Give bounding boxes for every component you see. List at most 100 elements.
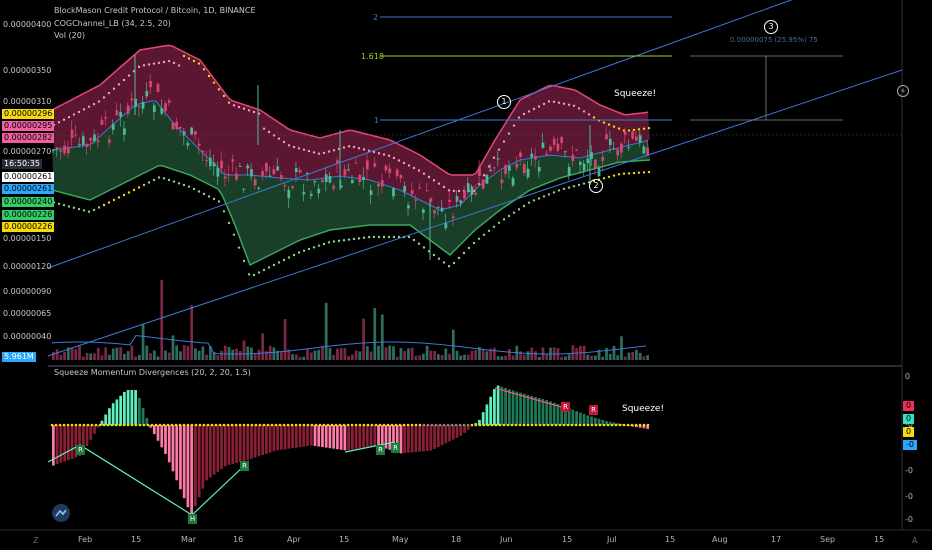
squeeze-dot: [454, 423, 458, 427]
upper-dot: [422, 172, 426, 175]
upper-dot: [447, 189, 451, 192]
volume-bar: [149, 353, 152, 360]
squeeze-dot: [114, 423, 118, 427]
lower-dot: [482, 233, 486, 236]
oscillator-legend[interactable]: Squeeze Momentum Divergences (20, 2, 20,…: [54, 368, 251, 377]
volume-bar: [190, 305, 194, 360]
upper-dot: [377, 152, 381, 155]
volume-bar: [436, 354, 440, 360]
candle-body: [227, 174, 231, 176]
momentum-bar: [212, 425, 216, 475]
candle-body: [478, 167, 481, 176]
momentum-bar: [620, 424, 623, 426]
momentum-bar: [392, 425, 395, 451]
time-tick: Jul: [607, 535, 617, 544]
momentum-bar: [414, 425, 418, 453]
momentum-bar: [455, 425, 459, 438]
upper-dot: [277, 137, 281, 140]
volume-bar: [238, 351, 242, 360]
lower-dot: [382, 235, 386, 239]
upper-dot: [517, 116, 521, 119]
candle-body: [253, 179, 257, 186]
channel-lower-line: [47, 69, 903, 357]
channel-upper-line: [47, 0, 793, 269]
volume-bar: [78, 345, 81, 360]
momentum-bar: [126, 390, 130, 426]
lower-dot: [337, 239, 341, 243]
volume-bar: [620, 336, 623, 360]
lower-dot: [647, 170, 651, 174]
squeeze-dot: [306, 423, 310, 427]
squeeze-dot: [274, 423, 278, 427]
lower-dot: [307, 247, 311, 251]
lower-dot: [167, 178, 171, 182]
volume-legend[interactable]: Vol (20): [54, 31, 85, 40]
upper-dot: [532, 107, 536, 111]
squeeze-dot: [198, 423, 202, 427]
volume-bar: [448, 353, 451, 360]
momentum-bar: [511, 390, 515, 426]
upper-dot: [72, 113, 76, 116]
upper-dot: [617, 127, 621, 130]
upper-dot: [642, 127, 646, 130]
squeeze-dot: [278, 423, 282, 427]
right-edge-circle-icon[interactable]: +: [897, 85, 909, 97]
volume-bar: [560, 356, 564, 360]
lower-dot: [182, 183, 186, 187]
symbol-legend[interactable]: BlockMason Credit Protocol / Bitcoin, 1D…: [54, 6, 256, 15]
volume-bar: [336, 348, 339, 360]
indicator-legend[interactable]: COGChannel_LB (34, 2.5, 20): [54, 19, 171, 28]
momentum-bar: [399, 425, 403, 454]
momentum-bar: [137, 397, 141, 426]
fib-level-2: 2: [373, 13, 379, 22]
candle-body: [287, 190, 291, 199]
momentum-bar: [167, 425, 171, 463]
candle-body: [612, 148, 616, 150]
upper-dot: [97, 100, 101, 103]
volume-bar: [115, 347, 119, 360]
upper-dot: [407, 164, 411, 167]
time-tick: May: [392, 535, 409, 544]
tradingview-logo-icon[interactable]: [52, 504, 70, 522]
zoom-icon[interactable]: Z: [33, 536, 39, 545]
auto-scale-icon[interactable]: A: [912, 536, 918, 545]
candle-body: [481, 179, 485, 189]
squeeze-dot: [610, 423, 614, 427]
candle-body: [291, 186, 294, 188]
price-axis[interactable]: 0.00000400 0.00000350 0.00000310 0.00000…: [0, 0, 55, 530]
candle-body: [605, 134, 608, 140]
lower-dot: [192, 187, 196, 191]
momentum-bar: [582, 414, 586, 426]
lower-dot: [137, 186, 141, 189]
squeeze-dot: [366, 423, 370, 427]
candle-body: [642, 146, 646, 154]
lower-dot: [262, 268, 266, 272]
upper-dot: [147, 63, 151, 66]
momentum-bar: [216, 425, 220, 472]
volume-bar: [466, 354, 470, 360]
upper-dot: [122, 78, 126, 82]
upper-dot: [197, 62, 201, 65]
lower-dot: [542, 195, 546, 198]
squeeze-dot: [214, 423, 218, 427]
squeeze-dot: [522, 423, 526, 427]
momentum-bar: [194, 425, 197, 507]
momentum-bar: [646, 425, 649, 429]
lower-dot: [177, 182, 181, 185]
momentum-bar: [149, 425, 152, 428]
lower-dot: [252, 273, 256, 277]
squeeze-dot: [102, 423, 106, 427]
lower-dot: [197, 190, 201, 193]
candle-body: [283, 185, 287, 187]
volume-ma-line: [51, 335, 647, 355]
upper-dot: [557, 101, 561, 105]
momentum-bar: [141, 408, 145, 426]
volume-bar: [291, 354, 294, 360]
price-tick: 0.00000120: [3, 262, 52, 271]
momentum-bar: [347, 425, 350, 451]
volume-bar: [526, 351, 530, 360]
momentum-bar: [261, 425, 265, 456]
volume-bar: [171, 335, 175, 360]
upper-dot: [177, 64, 181, 67]
